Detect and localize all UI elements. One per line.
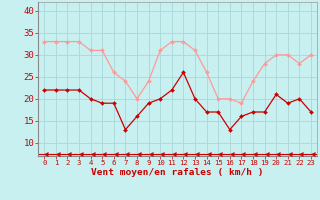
X-axis label: Vent moyen/en rafales ( km/h ): Vent moyen/en rafales ( km/h ) [91, 168, 264, 177]
